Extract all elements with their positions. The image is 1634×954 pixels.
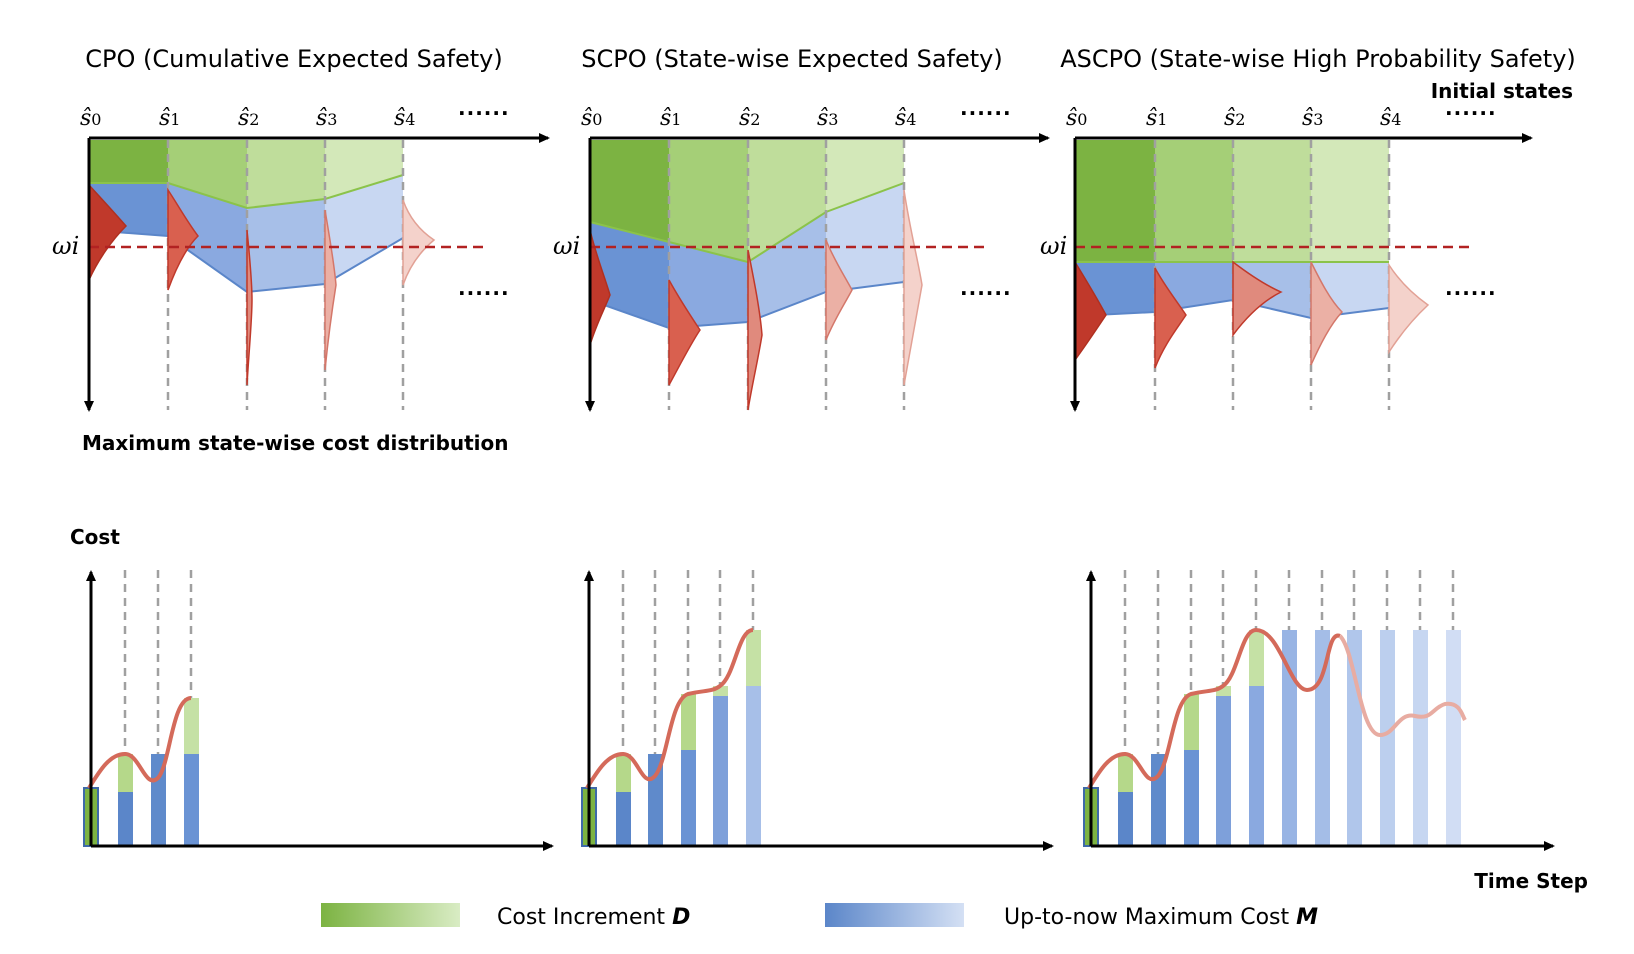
- state-label-s0: ŝ0: [1066, 106, 1087, 131]
- state-label-s0: ŝ0: [80, 106, 101, 131]
- omega-label: ωi: [553, 232, 580, 260]
- state-label-s2: ŝ2: [238, 106, 259, 131]
- legend-increment-swatch: [321, 903, 460, 927]
- ellipsis-top: ......: [960, 96, 1012, 120]
- legend-increment-label: Cost Increment D: [497, 905, 690, 930]
- ellipsis-top: ......: [458, 96, 510, 120]
- omega-label: ωi: [1040, 232, 1067, 260]
- state-label-s2: ŝ2: [1224, 106, 1245, 131]
- omega-label: ωi: [52, 232, 79, 260]
- panel-title-ascpo: ASCPO (State-wise High Probability Safet…: [1060, 45, 1576, 73]
- state-label-s4: ŝ4: [1380, 106, 1401, 131]
- panel-title-cpo: CPO (Cumulative Expected Safety): [85, 45, 502, 73]
- ascpo-distribution-panel: ŝ0 ŝ1 ŝ2 ŝ3 ŝ4 ...... ...... ωi: [1040, 96, 1533, 412]
- legend-maxcost-swatch: [825, 903, 964, 927]
- state-label-s1: ŝ1: [1146, 106, 1167, 131]
- ellipsis-mid: ......: [960, 276, 1012, 300]
- state-label-s3: ŝ3: [1302, 106, 1323, 131]
- state-label-s4: ŝ4: [394, 106, 415, 131]
- ellipsis-mid: ......: [458, 276, 510, 300]
- scpo-cost-panel: [581, 570, 1054, 851]
- ascpo-cost-panel: [1083, 570, 1555, 851]
- time-step-label: Time Step: [1474, 869, 1588, 893]
- state-label-s4: ŝ4: [895, 106, 916, 131]
- cpo-cost-panel: [83, 570, 554, 851]
- max-cost-distribution-label: Maximum state-wise cost distribution: [82, 431, 509, 455]
- state-label-s3: ŝ3: [817, 106, 838, 131]
- cost-axis-label: Cost: [70, 525, 120, 549]
- cpo-distribution-panel: ŝ0 ŝ1 ŝ2 ŝ3 ŝ4 ...... ...... ωi: [52, 96, 550, 412]
- state-label-s1: ŝ1: [159, 106, 180, 131]
- initial-states-label: Initial states: [1431, 79, 1573, 103]
- panel-title-scpo: SCPO (State-wise Expected Safety): [581, 45, 1002, 73]
- legend: Cost Increment D Up-to-now Maximum Cost …: [321, 903, 1318, 930]
- scpo-distribution-panel: ŝ0 ŝ1 ŝ2 ŝ3 ŝ4 ...... ...... ωi: [553, 96, 1050, 412]
- state-label-s0: ŝ0: [581, 106, 602, 131]
- state-label-s3: ŝ3: [316, 106, 337, 131]
- state-label-s1: ŝ1: [660, 106, 681, 131]
- ellipsis-top: ......: [1445, 96, 1497, 120]
- legend-maxcost-label: Up-to-now Maximum Cost M: [1004, 905, 1318, 930]
- ellipsis-mid: ......: [1445, 276, 1497, 300]
- state-label-s2: ŝ2: [739, 106, 760, 131]
